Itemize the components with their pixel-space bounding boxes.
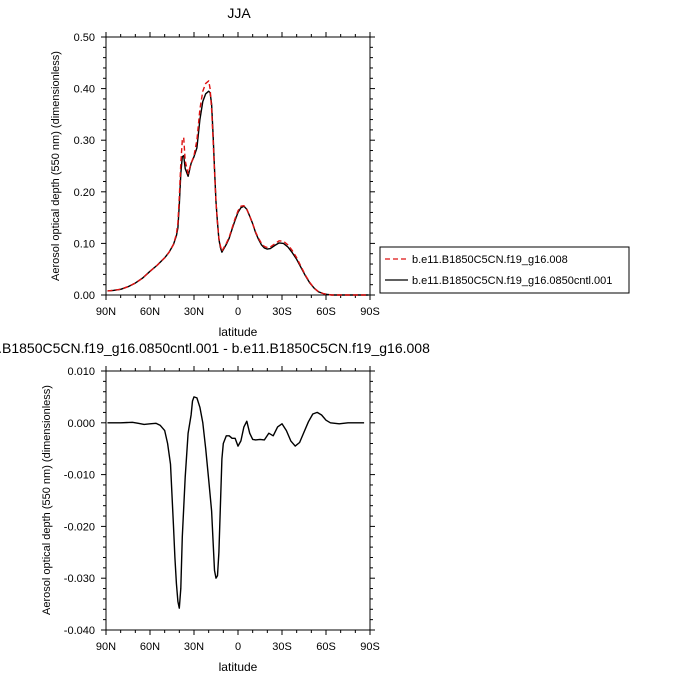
bottom-plot-frame — [105, 370, 371, 631]
y-tick-label: 0.40 — [74, 84, 95, 96]
y-tick-label: 0.010 — [67, 366, 95, 378]
bottom-y-ticks: -0.040 -0.030 -0.020 -0.010 0.000 0.010 — [64, 366, 375, 637]
bottom-x-ticks: 90N 60N 30N 0 30S 60S 90S — [96, 366, 380, 653]
y-tick-label: 0.30 — [74, 135, 95, 147]
x-tick-label: 60N — [140, 641, 160, 653]
y-tick-label: 0.10 — [74, 238, 95, 250]
y-tick-label: -0.010 — [64, 470, 95, 482]
top-series-lines — [107, 80, 369, 296]
top-panel: JJA 90N 60N 30N 0 30S 60S 90S 0.00 0.10 0.20 0.30… — [50, 5, 380, 339]
legend-label-series-2: b.e11.B1850C5CN.f19_g16.0850cntl.001 — [412, 275, 612, 287]
x-tick-label: 0 — [235, 641, 241, 653]
x-tick-label: 0 — [235, 306, 241, 318]
y-tick-label: 0.00 — [74, 290, 95, 302]
top-plot-frame — [105, 36, 371, 296]
legend-label-series-1: b.e11.B1850C5CN.f19_g16.008 — [412, 254, 568, 266]
x-tick-label: 30S — [272, 641, 292, 653]
legend: b.e11.B1850C5CN.f19_g16.008 b.e11.B1850C… — [379, 246, 630, 294]
x-tick-label: 30S — [272, 306, 292, 318]
y-tick-label: -0.020 — [64, 521, 95, 533]
bottom-x-axis-label: latitude — [219, 660, 258, 674]
x-tick-label: 90S — [360, 306, 380, 318]
x-tick-label: 60S — [316, 641, 336, 653]
y-tick-label: -0.040 — [64, 625, 95, 637]
x-tick-label: 30N — [184, 641, 204, 653]
top-y-axis-label: Aerosol optical depth (550 nm) (dimensio… — [50, 51, 62, 281]
top-x-axis-label: latitude — [219, 325, 258, 339]
x-tick-label: 60S — [316, 306, 336, 318]
series-line-1 — [107, 80, 369, 296]
top-chart-title: JJA — [227, 5, 251, 21]
series-line-2 — [107, 90, 369, 296]
x-tick-label: 90N — [96, 306, 116, 318]
y-tick-label: -0.030 — [64, 573, 95, 585]
top-x-ticks: 90N 60N 30N 0 30S 60S 90S — [96, 32, 380, 318]
bottom-y-axis-label: Aerosol optical depth (550 nm) (dimensio… — [41, 385, 53, 615]
x-tick-label: 30N — [184, 306, 204, 318]
y-tick-label: 0.50 — [74, 32, 95, 44]
y-tick-label: 0.20 — [74, 187, 95, 199]
bottom-chart-title: b.e11.B1850C5CN.f19_g16.0850cntl.001 - b… — [0, 340, 430, 356]
x-tick-label: 90S — [360, 641, 380, 653]
x-tick-label: 90N — [96, 641, 116, 653]
bottom-series-lines — [107, 396, 365, 609]
bottom-panel: b.e11.B1850C5CN.f19_g16.0850cntl.001 - b… — [0, 340, 430, 674]
top-y-ticks: 0.00 0.10 0.20 0.30 0.40 0.50 — [74, 32, 375, 302]
series-line-1 — [107, 396, 365, 609]
legend-box — [379, 246, 630, 294]
y-tick-label: 0.000 — [67, 418, 95, 430]
x-tick-label: 60N — [140, 306, 160, 318]
